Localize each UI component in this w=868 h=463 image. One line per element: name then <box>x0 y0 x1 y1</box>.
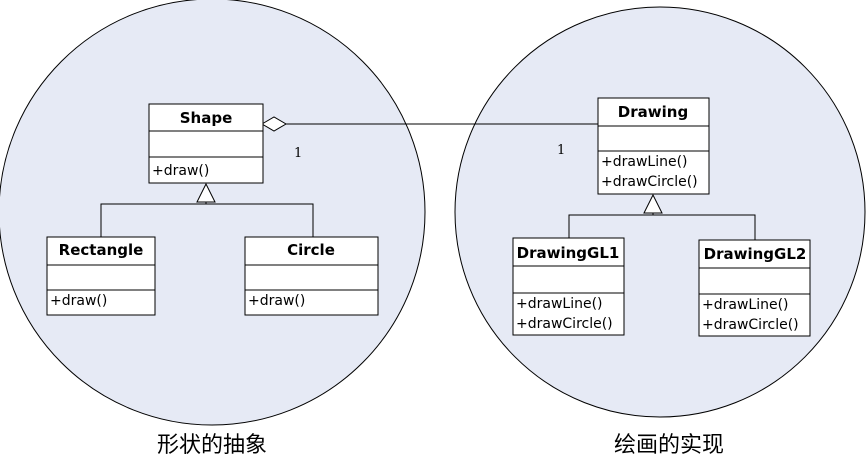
class-name: Drawing <box>618 103 688 121</box>
drawing-generalization <box>568 193 756 240</box>
class-circle: Circle +draw() <box>244 236 379 316</box>
class-name: DrawingGL2 <box>704 245 807 263</box>
implementation-caption: 绘画的实现 <box>614 433 724 458</box>
abstraction-caption: 形状的抽象 <box>157 433 267 458</box>
abstraction-group-circle <box>0 0 426 426</box>
class-operation: +drawLine() <box>702 297 789 313</box>
class-operation: +draw() <box>50 293 107 309</box>
shape-gen-branches <box>100 203 314 237</box>
shape-generalization-arrow-icon <box>196 182 216 203</box>
class-operation: +drawLine() <box>601 154 688 170</box>
aggregation-association: 1 1 <box>261 116 598 161</box>
source-multiplicity: 1 <box>294 146 302 161</box>
class-name: Shape <box>180 109 233 127</box>
class-operation: +drawCircle() <box>702 317 799 333</box>
aggregation-diamond-icon <box>261 116 287 132</box>
drawing-generalization-arrow-icon <box>643 193 663 214</box>
class-name: Circle <box>287 241 335 259</box>
drawing-gen-branches <box>568 214 756 240</box>
class-drawing: Drawing +drawLine() +drawCircle() <box>597 97 710 195</box>
class-name: Rectangle <box>59 241 144 259</box>
class-operation: +drawLine() <box>516 296 603 312</box>
class-shape: Shape +draw() <box>148 103 264 184</box>
class-rectangle: Rectangle +draw() <box>46 236 156 316</box>
target-multiplicity: 1 <box>557 143 565 158</box>
shape-generalization <box>100 182 314 237</box>
class-operation: +drawCircle() <box>516 316 613 332</box>
class-drawinggl1: DrawingGL1 +drawLine() +drawCircle() <box>512 237 625 336</box>
class-drawinggl2: DrawingGL2 +drawLine() +drawCircle() <box>698 239 811 337</box>
class-operation: +drawCircle() <box>601 174 698 190</box>
class-operation: +draw() <box>152 163 209 179</box>
class-name: DrawingGL1 <box>517 244 620 262</box>
class-operation: +draw() <box>248 293 305 309</box>
